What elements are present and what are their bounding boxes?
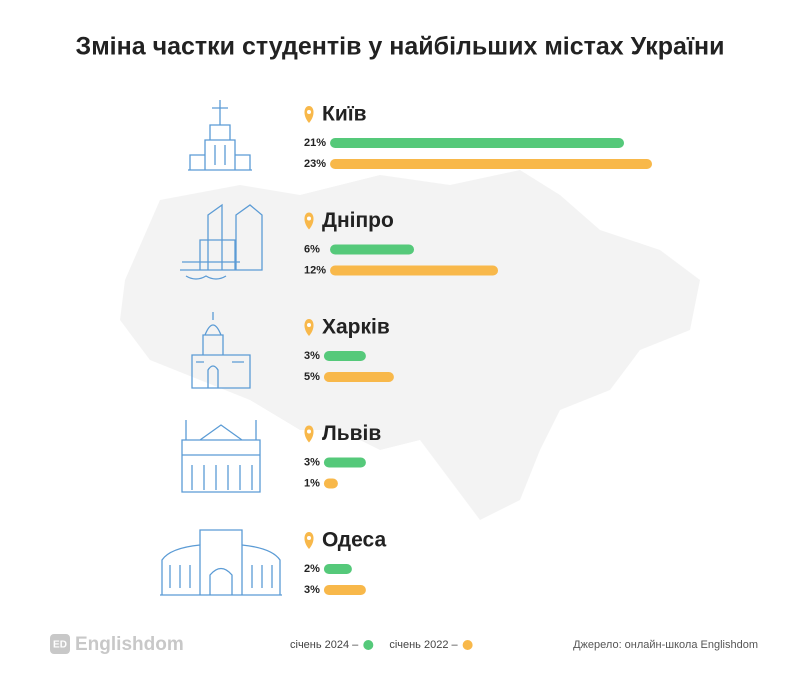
bar <box>330 265 499 276</box>
source: Джерело: онлайн-школа Englishdom <box>573 639 758 651</box>
city-name: Харків <box>322 316 390 339</box>
pin-hole <box>307 536 311 540</box>
bar <box>323 478 338 489</box>
bar <box>323 564 352 574</box>
brand-name: Englishdom <box>75 634 184 655</box>
location-pin <box>304 319 314 336</box>
map-background <box>120 170 700 520</box>
value-label: 2% <box>304 563 320 575</box>
value-label: 21% <box>304 137 326 149</box>
value-label: 6% <box>304 243 320 255</box>
legend-label: січень 2024 – <box>290 639 359 651</box>
bar <box>323 351 366 361</box>
location-pin <box>304 212 314 230</box>
city-name: Львів <box>322 422 381 445</box>
logo-box <box>50 634 70 654</box>
kyiv-icon <box>188 100 252 171</box>
value-label: 12% <box>304 264 326 276</box>
bars: Київ21%23%Дніпро6%12%Харків3%5%Львів3%1%… <box>290 103 653 651</box>
value-label: 23% <box>304 158 326 170</box>
odesa-icon <box>160 529 282 596</box>
city-name: Дніпро <box>322 209 394 232</box>
bar <box>323 457 366 468</box>
value-label: 3% <box>304 584 320 596</box>
legend-label: січень 2022 – <box>389 639 458 651</box>
location-pin <box>304 425 314 443</box>
bar <box>330 159 653 169</box>
chart-title: Зміна частки студентів у найбільших міст… <box>76 33 725 61</box>
value-label: 3% <box>304 350 320 362</box>
dnipro-icon <box>180 203 263 280</box>
logo-text: ED <box>53 640 67 651</box>
bar <box>330 138 625 148</box>
pin-hole <box>307 110 311 114</box>
location-pin <box>304 532 314 549</box>
value-label: 3% <box>304 456 320 468</box>
value-label: 1% <box>304 477 320 489</box>
location-pin <box>304 106 314 123</box>
bar <box>323 372 394 382</box>
kharkiv-icon <box>191 312 251 389</box>
bar <box>330 244 415 255</box>
pin-hole <box>307 216 311 221</box>
legend-swatch <box>462 640 473 650</box>
pin-hole <box>307 323 311 327</box>
bar <box>323 585 366 595</box>
city-name: Одеса <box>322 529 386 552</box>
legend-swatch <box>363 640 374 650</box>
lviv-icon <box>181 420 261 493</box>
city-name: Київ <box>322 103 367 126</box>
value-label: 5% <box>304 371 320 383</box>
pin-hole <box>307 429 311 434</box>
